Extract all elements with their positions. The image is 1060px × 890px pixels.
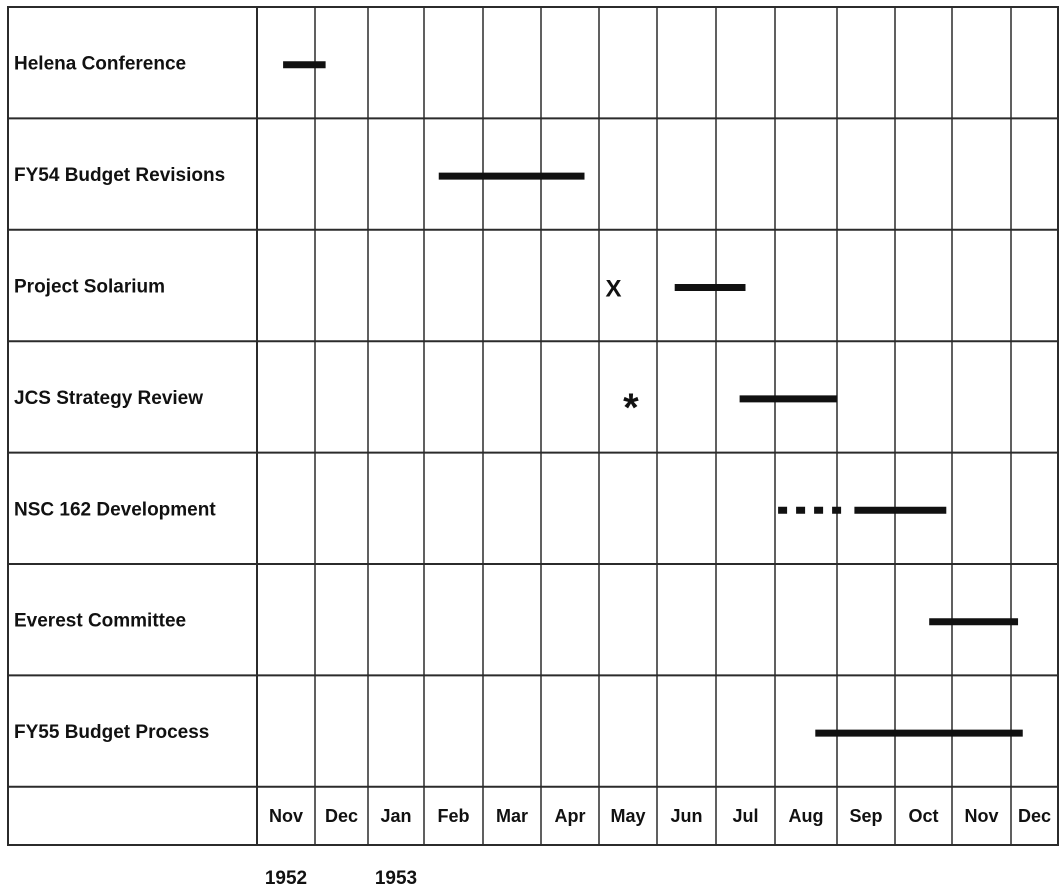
row-label: JCS Strategy Review	[14, 388, 203, 409]
month-tick-label: Feb	[437, 806, 469, 826]
row-label: Helena Conference	[14, 54, 186, 75]
month-tick-label: Sep	[849, 806, 882, 826]
asterisk-marker: *	[623, 386, 639, 430]
year-label: 1952	[265, 868, 307, 889]
year-label: 1953	[375, 868, 417, 889]
month-tick-label: Jul	[732, 806, 758, 826]
month-tick-label: Oct	[908, 806, 938, 826]
row-label: NSC 162 Development	[14, 499, 216, 520]
month-tick-label: Dec	[325, 806, 358, 826]
row-label: Everest Committee	[14, 611, 186, 632]
chart-border	[7, 6, 1059, 846]
month-tick-label: Apr	[555, 806, 586, 826]
month-tick-label: Dec	[1018, 806, 1051, 826]
month-tick-label: Nov	[269, 806, 303, 826]
month-tick-label: May	[610, 806, 645, 826]
row-label: FY55 Budget Process	[14, 722, 209, 743]
month-tick-label: Jun	[670, 806, 702, 826]
month-tick-label: Jan	[380, 806, 411, 826]
row-label: Project Solarium	[14, 277, 165, 298]
month-tick-label: Aug	[789, 806, 824, 826]
row-label: FY54 Budget Revisions	[14, 165, 225, 186]
month-tick-label: Mar	[496, 806, 528, 826]
month-tick-label: Nov	[964, 806, 998, 826]
x-marker: X	[605, 276, 621, 303]
